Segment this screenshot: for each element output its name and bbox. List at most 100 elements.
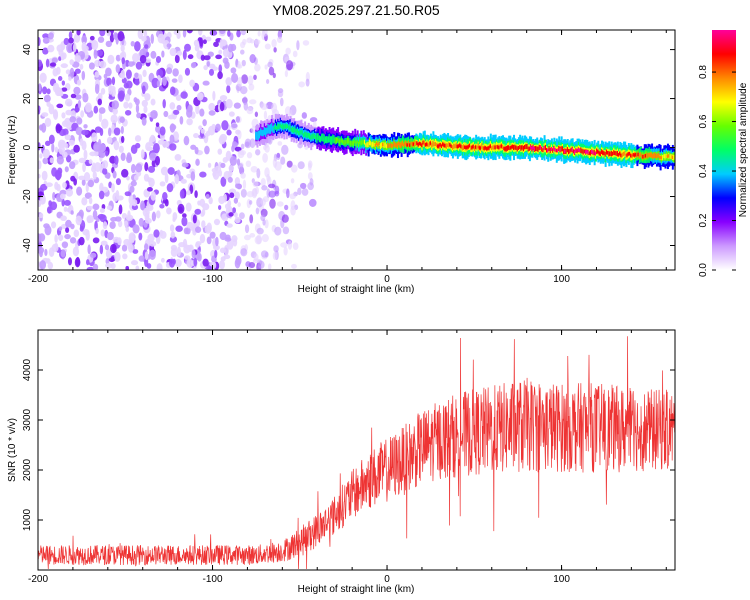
spectrogram-noise-blob (202, 80, 210, 86)
spectrogram-ridge-cell (293, 127, 296, 133)
spectrogram-noise-blob (120, 152, 126, 162)
spectrogram-noise-blob (111, 100, 119, 110)
spectrogram-noise-blob (46, 206, 52, 214)
spectrogram-ridge-cell (316, 136, 319, 141)
spectrogram-noise-blob (169, 86, 176, 96)
spectrogram-ridge-cell (295, 129, 298, 135)
spectrogram-noise-blob (84, 192, 92, 199)
spectrogram-noise-blob (60, 215, 67, 222)
spectrogram-noise-blob (115, 64, 121, 74)
spectrogram-noise-blob (144, 162, 149, 172)
spectrogram-ridge-peak (472, 144, 475, 149)
spectrogram-noise-blob (233, 102, 241, 109)
spectrogram-noise-blob (108, 181, 112, 189)
spectrogram-noise-blob (121, 168, 129, 178)
spectrogram-ridge-cell (361, 139, 364, 145)
spec-xtick-label: 100 (553, 274, 570, 285)
spectrogram-noise-blob (194, 146, 199, 155)
spectrogram-noise-blob (268, 66, 275, 76)
spectrogram-noise-blob (237, 61, 241, 69)
spectrogram-noise-blob (299, 182, 307, 190)
spectrogram-noise-blob (103, 73, 108, 79)
spectrogram-noise-blob (178, 74, 183, 83)
spectrogram-noise-blob (100, 87, 106, 95)
spectrogram-noise-blob (64, 233, 71, 240)
spectrogram-noise-blob (195, 104, 200, 115)
spectrogram-ridge-peak (444, 143, 447, 148)
spectrogram-noise-blob (271, 38, 277, 48)
spectrogram-noise-blob (181, 216, 188, 227)
spectrogram-noise-blob (218, 135, 226, 145)
spectrogram-noise-blob (102, 221, 108, 230)
snr-ylabel: SNR (10 * v/v) (7, 418, 18, 482)
spectrogram-noise-blob (134, 142, 141, 149)
spectrogram-noise-blob (144, 44, 149, 49)
spectrogram-ridge-cell (454, 144, 457, 149)
spectrogram-noise-blob (305, 78, 310, 87)
spectrogram-noise-blob (63, 206, 68, 212)
spectrogram-noise-blob (255, 207, 260, 215)
spectrogram-noise-blob (143, 30, 148, 37)
spectrogram-noise-blob (63, 199, 71, 206)
spectrogram-noise-blob (88, 159, 93, 165)
spectrogram-ridge-cell (410, 141, 413, 146)
spectrogram-noise-blob (83, 171, 91, 182)
spectrogram-ridge-cell (403, 143, 406, 148)
spectrogram-ridge-cell (461, 145, 464, 151)
spectrogram-ridge-cell (311, 133, 314, 140)
spectrogram-ridge-peak (512, 145, 516, 150)
spectrogram-ridge-cell (263, 128, 266, 134)
spectrogram-ridge-cell (638, 153, 641, 159)
spectrogram-noise-blob (273, 245, 279, 253)
spectrogram-noise-blob (57, 75, 63, 82)
spectrogram-noise-blob (125, 69, 132, 79)
spectrogram-noise-blob (307, 160, 313, 168)
snr-panel: -200 -100 0 100 1000 2000 3000 4000 Height of s… (7, 329, 676, 595)
spectrogram-noise-blob (156, 80, 161, 88)
spectrogram-noise-blob (122, 253, 128, 260)
spectrogram-ridge (255, 113, 675, 171)
spectrogram-ridge-peak (654, 153, 657, 158)
spec-xtick-label: -100 (203, 274, 223, 285)
spectrogram-noise-blob (65, 227, 70, 234)
spectrogram-noise-blob (274, 190, 280, 197)
spectrogram-ridge-cell (621, 152, 624, 157)
spectrogram-ridge-cell (362, 140, 365, 144)
spectrogram-ridge-cell (344, 140, 347, 145)
spectrogram-ridge-cell (404, 141, 407, 146)
spectrogram-noise-blob (220, 176, 227, 187)
spectrogram-noise-blob (151, 211, 157, 222)
spectrogram-ridge-cell (348, 138, 351, 144)
spectrogram-ridge-peak (575, 148, 578, 153)
spectrogram-ridge-peak (578, 148, 582, 153)
spectrogram-noise-blob (98, 190, 105, 200)
spectrogram-noise-blob (82, 162, 86, 173)
spectrogram-noise-blob (260, 198, 266, 206)
spectrogram-ridge-peak (507, 145, 511, 150)
spectrogram-ridge-cell (343, 140, 346, 145)
spectrogram-ridge-peak (539, 145, 543, 150)
spectrogram-noise-blob (144, 217, 152, 224)
spectrogram-noise-blob (41, 170, 48, 181)
spectrogram-noise-blob (219, 30, 226, 35)
spectrogram-ridge-cell (610, 150, 613, 157)
spectrogram-noise-blob (215, 123, 221, 132)
spectrogram-ridge-cell (268, 127, 271, 132)
spectrogram-noise-blob (41, 112, 49, 118)
spectrogram-noise-blob (150, 98, 156, 106)
spectrogram-noise-blob (181, 162, 189, 168)
spectrogram-ridge-peak (474, 145, 478, 149)
spectrogram-noise-blob (55, 124, 63, 131)
spectrogram-ridge-cell (313, 133, 316, 139)
spectrogram-ridge-cell (624, 151, 627, 156)
spectrogram-noise-blob (242, 179, 247, 190)
spectrogram-noise-blob (79, 225, 84, 232)
spectrogram-noise-blob (235, 116, 241, 123)
spectrogram-noise-blob (77, 99, 82, 109)
spectrogram-noise-blob (307, 172, 313, 180)
spectrogram-noise-blob (118, 145, 124, 153)
spectrogram-ridge-peak (660, 156, 664, 160)
spectrogram-ridge-cell (271, 125, 274, 130)
spectrogram-noise-blob (172, 131, 179, 142)
